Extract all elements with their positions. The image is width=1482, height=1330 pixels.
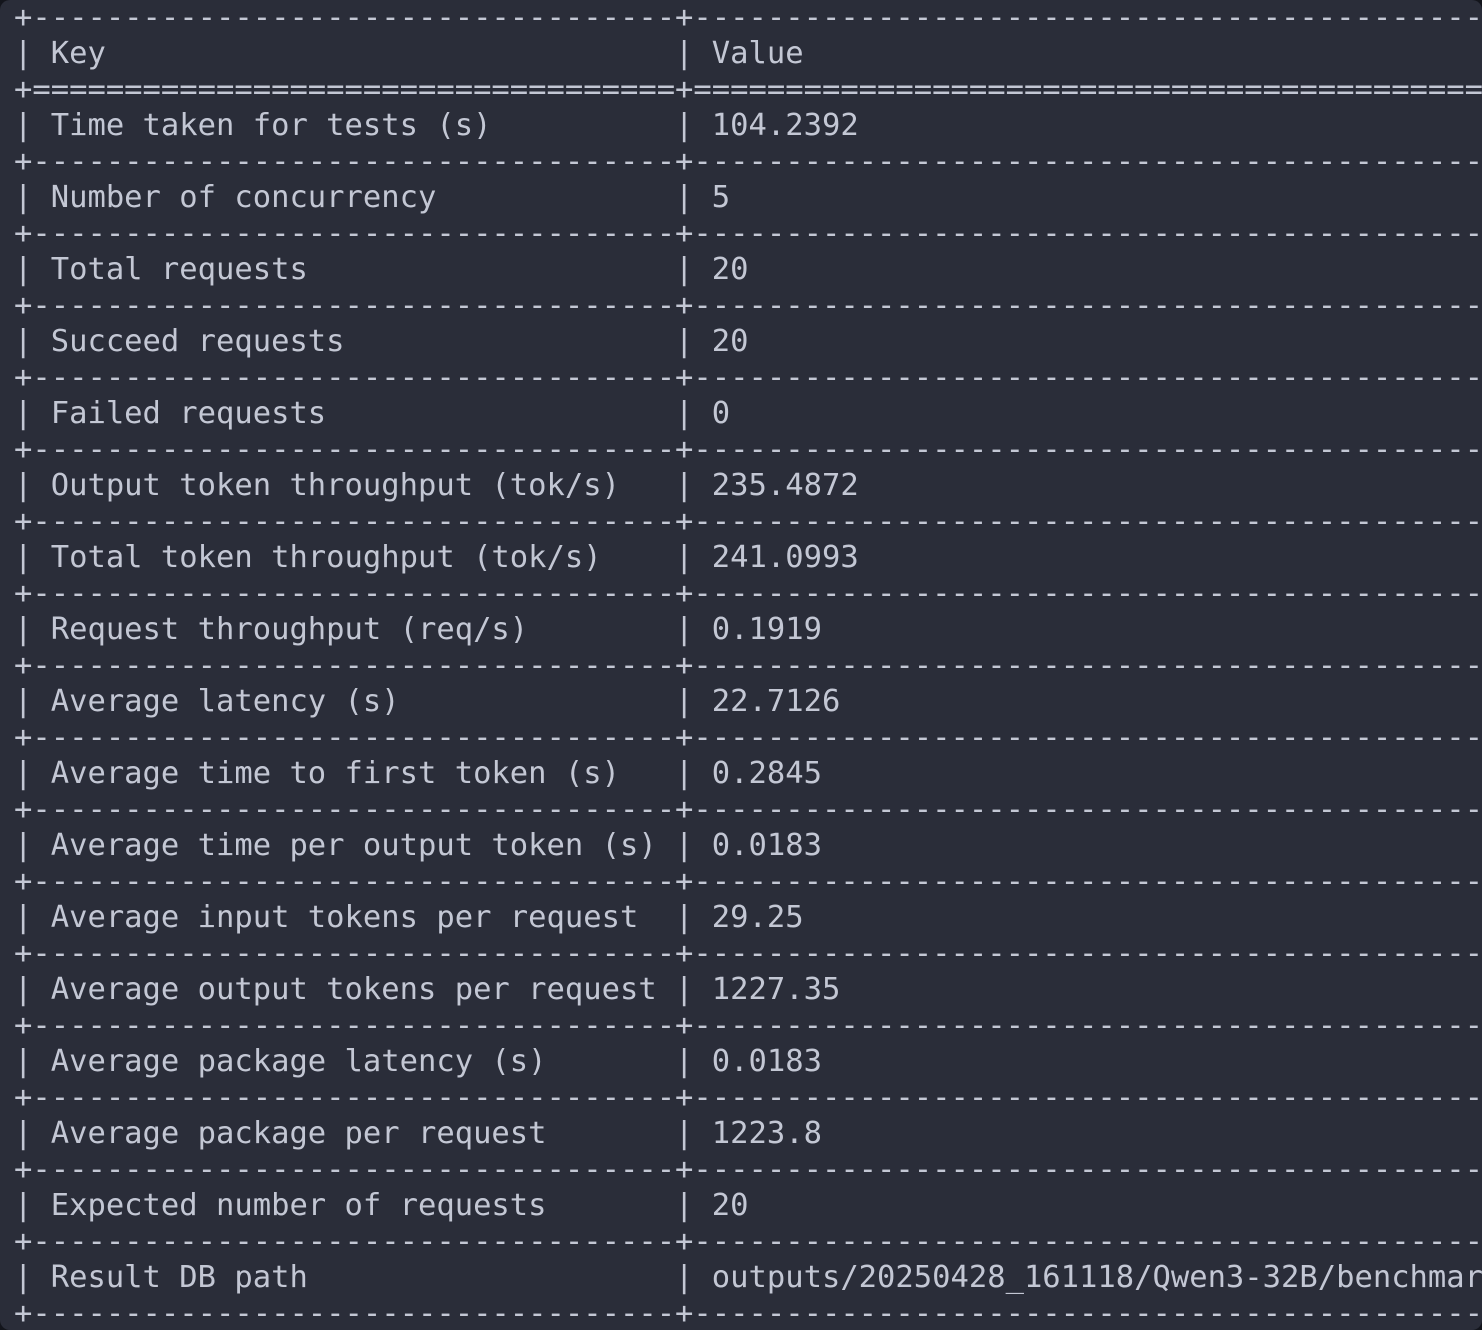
benchmark-results-table: +-----------------------------------+---… (14, 0, 1482, 1330)
